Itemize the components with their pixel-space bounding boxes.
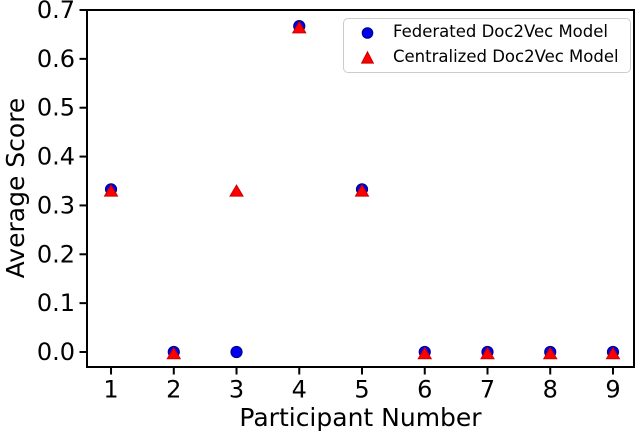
y-tick-label: 0.4 [37,143,75,171]
data-point-centralized-p6 [417,346,433,360]
y-tick-label: 0.5 [37,94,75,122]
x-tick-label: 9 [605,376,620,404]
x-tick-label: 3 [229,376,244,404]
y-tick-label: 0.3 [37,191,75,219]
data-point-centralized-p3 [229,184,244,197]
legend-item-centralized: Centralized Doc2Vec Model [359,46,630,71]
x-tick-label: 1 [103,376,118,404]
y-axis-label: Average Score [1,97,30,279]
x-axis-label: Participant Number [239,403,482,432]
data-point-centralized-p1 [103,184,119,197]
x-tick-label: 2 [166,376,181,404]
y-tick-label: 0.7 [37,0,75,24]
plot-border [86,9,635,368]
triangle-marker-icon [360,50,375,64]
x-tick-label: 8 [543,376,558,404]
data-point-centralized-p4 [291,20,307,34]
y-tick-label: 0.2 [37,240,75,268]
y-tick-label: 0.1 [37,289,75,317]
data-point-centralized-p7 [480,346,495,360]
y-tick-label: 0.6 [37,45,75,73]
data-point-centralized-p5 [354,184,370,197]
x-tick-label: 5 [354,376,369,404]
data-point-centralized-p2 [166,346,182,360]
data-point-centralized-p9 [605,346,621,360]
data-point-centralized-p8 [542,346,558,360]
legend-label-centralized: Centralized Doc2Vec Model [393,46,619,66]
circle-marker-icon [361,27,374,39]
x-tick-label: 6 [417,376,432,404]
legend-item-federated: Federated Doc2Vec Model [359,21,630,46]
x-tick-label: 4 [292,376,307,404]
legend: Federated Doc2Vec Model Centralized Doc2… [343,18,631,73]
y-tick-label: 0.0 [37,338,75,366]
legend-label-federated: Federated Doc2Vec Model [393,21,608,41]
data-point-federated-p3 [230,345,243,359]
x-tick-label: 7 [480,376,495,404]
